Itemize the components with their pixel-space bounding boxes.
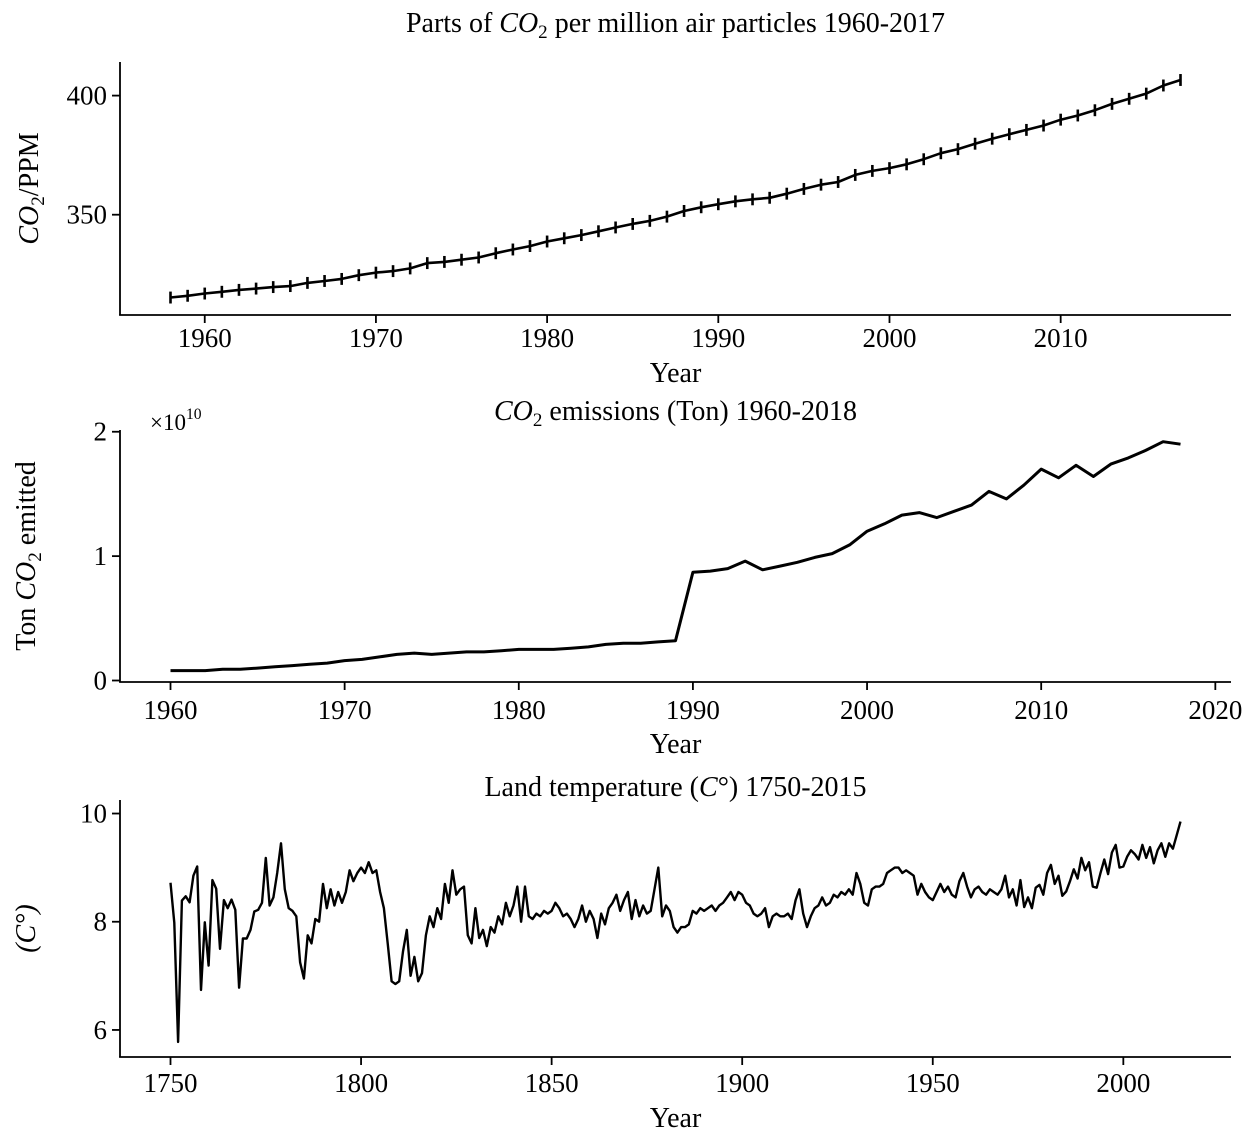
x-tick-label: 1970 [349, 323, 403, 353]
x-tick-label: 1980 [520, 323, 574, 353]
x-tick-label: 2010 [1034, 323, 1088, 353]
y-tick-label: 2 [94, 417, 108, 447]
y-tick-label: 8 [94, 907, 108, 937]
x-tick-label: 2000 [1096, 1068, 1150, 1098]
x-tick-label: 2000 [862, 323, 916, 353]
x-tick-label: 1750 [144, 1068, 198, 1098]
y-tick-label: 350 [67, 200, 108, 230]
x-tick-label: 1970 [318, 695, 372, 725]
x-tick-label: 1990 [691, 323, 745, 353]
x-tick-label: 2010 [1014, 695, 1068, 725]
x-tick-label: 1900 [715, 1068, 769, 1098]
x-axis-label: Year [650, 358, 702, 389]
y-axis-label: Ton CO2 emitted [11, 461, 46, 651]
x-axis-label: Year [650, 1103, 702, 1134]
x-tick-label: 2020 [1188, 695, 1242, 725]
y-axis-label: (C°) [11, 904, 42, 953]
x-tick-label: 1800 [334, 1068, 388, 1098]
chart-land-temperature: 1750 1800 1850 1900 1950 2000 6 8 10 Land tempera… [11, 772, 1231, 1134]
data-line [169, 821, 1182, 1044]
x-tick-label: 1850 [525, 1068, 579, 1098]
data-line [170, 440, 1181, 673]
y-axis-offset-text: ×1010 [150, 406, 202, 435]
chart-title: Land temperature (C°) 1750-2015 [484, 772, 866, 803]
x-tick-label: 1950 [906, 1068, 960, 1098]
chart-title: Parts of CO2 per million air particles 1… [406, 8, 945, 43]
x-tick-label: 2000 [840, 695, 894, 725]
x-tick-label: 1990 [666, 695, 720, 725]
x-tick-label: 1960 [144, 695, 198, 725]
y-tick-label: 400 [67, 81, 108, 111]
y-tick-label: 1 [94, 541, 108, 571]
chart-title: CO2 emissions (Ton) 1960-2018 [494, 396, 857, 431]
y-tick-label: 6 [94, 1015, 108, 1045]
y-axis-label: CO2/PPM [14, 132, 49, 244]
x-tick-label: 1960 [178, 323, 232, 353]
y-tick-label: 0 [94, 666, 108, 696]
y-tick-label: 10 [80, 799, 107, 829]
chart-co2-ppm: 1960 1970 1980 1990 2000 2010 350 400 Parts of C… [14, 8, 1231, 389]
x-axis-label: Year [650, 729, 702, 760]
chart-co2-emissions: 1960 1970 1980 1990 2000 2010 2020 0 1 2 CO2 emiss… [11, 396, 1242, 760]
data-line [170, 78, 1181, 299]
x-tick-label: 1980 [492, 695, 546, 725]
